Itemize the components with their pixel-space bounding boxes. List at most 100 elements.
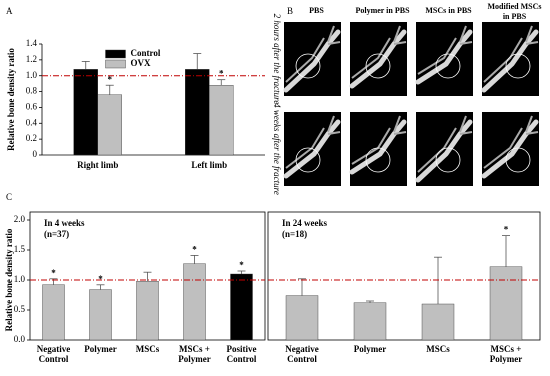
fracture-circle bbox=[505, 147, 531, 173]
bone bbox=[285, 115, 341, 169]
x-tick-label: MSCs + Polymer bbox=[489, 344, 523, 364]
y-tick-label: 0.6 bbox=[26, 101, 38, 111]
significance-marker: * bbox=[239, 260, 244, 270]
legend-swatch bbox=[105, 49, 126, 59]
bone bbox=[349, 29, 407, 89]
x-tick-label: MSCs bbox=[426, 344, 450, 354]
y-tick-label: 2.0 bbox=[14, 214, 26, 224]
y-tick-label: 1.0 bbox=[14, 274, 26, 284]
fracture-circle bbox=[365, 147, 391, 173]
xray-image bbox=[350, 22, 407, 96]
significance-marker: * bbox=[192, 244, 197, 254]
y-tick-label: 1.0 bbox=[26, 70, 38, 80]
error-bar bbox=[237, 270, 246, 274]
y-axis-label: Relative bone density ratio bbox=[6, 48, 16, 151]
column-header: Polymer in PBS bbox=[355, 6, 410, 15]
bar bbox=[209, 85, 234, 156]
y-tick-label: 0.4 bbox=[26, 117, 38, 127]
panel-label: C bbox=[6, 192, 12, 202]
significance-marker: * bbox=[98, 274, 103, 284]
significance-marker: * bbox=[504, 225, 509, 235]
y-axis-label: Relative bone density ratio bbox=[4, 228, 14, 331]
significance-marker: * bbox=[219, 69, 224, 79]
bar bbox=[136, 281, 159, 341]
bone bbox=[283, 119, 341, 179]
bar bbox=[230, 273, 253, 341]
error-bar bbox=[217, 79, 226, 86]
error-bar bbox=[143, 271, 152, 282]
bar bbox=[183, 263, 206, 341]
bone bbox=[285, 25, 341, 83]
x-tick-label: Negative Control bbox=[36, 344, 71, 364]
error-bar bbox=[366, 300, 374, 303]
error-bar bbox=[105, 84, 114, 95]
bar bbox=[89, 289, 112, 341]
bar bbox=[489, 266, 523, 341]
y-tick-label: 0.0 bbox=[14, 334, 26, 344]
x-tick-label: Negative Control bbox=[285, 344, 319, 364]
xray-image bbox=[416, 22, 473, 96]
fracture-circle bbox=[295, 53, 321, 79]
x-tick-label: Left limb bbox=[191, 160, 228, 170]
x-tick-label: Polymer bbox=[353, 344, 387, 354]
x-tick-label: MSCs + Polymer bbox=[178, 344, 211, 364]
legend-swatch bbox=[105, 59, 126, 69]
y-tick-label: 0 bbox=[33, 149, 38, 159]
chart-title: In 4 weeks bbox=[44, 218, 85, 228]
bar bbox=[97, 94, 122, 156]
fracture-circle bbox=[435, 53, 461, 79]
xray-image bbox=[350, 112, 407, 186]
y-tick-label: 1.2 bbox=[26, 54, 37, 64]
error-bar bbox=[434, 256, 442, 304]
bone bbox=[417, 25, 473, 75]
fracture-circle bbox=[505, 53, 531, 79]
row-label: 2 hours after the fracture bbox=[272, 14, 282, 105]
y-tick-label: 0.8 bbox=[26, 86, 38, 96]
y-tick-label: 0.2 bbox=[26, 133, 37, 143]
panel-label: A bbox=[6, 6, 13, 16]
error-bar bbox=[193, 53, 202, 70]
xray-image bbox=[482, 112, 539, 186]
x-tick-label: Right limb bbox=[77, 160, 119, 170]
x-tick-label: MSCs bbox=[135, 344, 160, 354]
legend-label: Control bbox=[131, 48, 161, 58]
significance-marker: * bbox=[108, 74, 113, 84]
plot-frame bbox=[267, 211, 541, 341]
bone bbox=[417, 115, 473, 173]
column-header: MSCs in PBS bbox=[425, 6, 472, 15]
fracture-circle bbox=[365, 53, 391, 79]
bar bbox=[285, 295, 319, 341]
fracture-circle bbox=[295, 147, 321, 173]
significance-marker: * bbox=[51, 268, 56, 278]
y-tick-label: 1.5 bbox=[14, 244, 26, 254]
column-header: PBS bbox=[309, 6, 324, 15]
y-tick-label: 1.4 bbox=[26, 38, 38, 48]
error-bar bbox=[502, 235, 510, 267]
error-bar bbox=[81, 61, 90, 70]
x-tick-label: Polymer bbox=[84, 344, 117, 354]
column-header: Modified MSCs in PBS bbox=[487, 2, 542, 21]
x-tick-label: Positive Control bbox=[226, 344, 257, 364]
bar bbox=[42, 284, 65, 341]
error-bar bbox=[190, 254, 199, 264]
bone bbox=[481, 119, 539, 179]
bone bbox=[483, 115, 539, 169]
bone bbox=[351, 25, 407, 79]
bone bbox=[415, 29, 473, 85]
y-tick-label: 0.5 bbox=[14, 304, 26, 314]
chart-subtitle: (n=18) bbox=[282, 229, 307, 239]
chart-title: In 24 weeks bbox=[282, 218, 328, 228]
bone bbox=[415, 119, 473, 183]
bar bbox=[73, 69, 98, 156]
bone bbox=[483, 25, 539, 83]
fracture-circle bbox=[435, 147, 461, 173]
bar bbox=[353, 302, 387, 341]
error-bar bbox=[298, 278, 306, 296]
legend-label: OVX bbox=[131, 58, 152, 68]
bar bbox=[421, 303, 455, 341]
bar bbox=[185, 69, 210, 156]
bone bbox=[283, 29, 341, 93]
error-bar bbox=[96, 284, 105, 290]
